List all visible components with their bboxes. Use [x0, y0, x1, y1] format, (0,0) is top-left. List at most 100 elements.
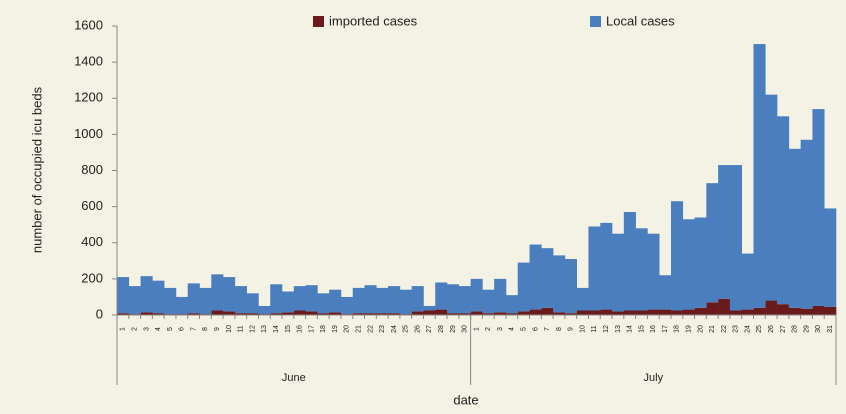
x-tick-label: 28 [438, 325, 445, 333]
bar-segment [694, 217, 707, 308]
x-tick-label: 17 [308, 325, 315, 333]
bar-segment [187, 313, 200, 315]
bar-segment [305, 285, 318, 312]
x-tick-label: 2 [485, 327, 492, 331]
bar-segment [706, 302, 719, 315]
x-tick-label: 22 [721, 325, 728, 333]
bar-segment [812, 109, 825, 306]
bar-segment [788, 148, 801, 308]
x-tick-label: 17 [662, 325, 669, 333]
bar-segment [753, 307, 766, 315]
bar-segment [753, 44, 766, 308]
y-tick-label: 1200 [74, 90, 103, 105]
x-tick-label: 16 [650, 325, 657, 333]
x-tick-label: 8 [556, 327, 563, 331]
x-tick-label: 10 [226, 325, 233, 333]
bar-segment [706, 183, 719, 303]
bar-segment [529, 244, 542, 310]
bar-segment [175, 296, 189, 315]
x-tick-label: 30 [815, 325, 822, 333]
x-tick-label: 28 [792, 325, 799, 333]
x-tick-label: 27 [426, 325, 433, 333]
x-tick-label: 19 [332, 325, 339, 333]
bar-segment [600, 309, 613, 315]
x-tick-label: 7 [190, 327, 197, 331]
x-tick-label: 30 [462, 325, 469, 333]
bar-segment [152, 313, 165, 315]
x-tick-label: 24 [744, 325, 751, 333]
bar-segment [187, 283, 200, 314]
bar-segment [623, 212, 636, 311]
bar-segment [682, 309, 695, 315]
bar-segment [223, 311, 236, 315]
bar-segment [564, 259, 577, 314]
bar-segment [246, 313, 259, 315]
x-tick-label: 27 [780, 325, 787, 333]
bar-segment [777, 116, 790, 305]
bar-segment [647, 309, 660, 315]
x-tick-label: 2 [132, 327, 139, 331]
y-tick-label: 600 [81, 198, 103, 213]
bar-segment [612, 311, 625, 315]
y-tick-label: 0 [96, 306, 103, 321]
x-tick-label: 18 [674, 325, 681, 333]
bar-segment [777, 304, 790, 315]
y-tick-label: 400 [81, 234, 103, 249]
y-tick-label: 1400 [74, 54, 103, 69]
bar-segment [635, 228, 648, 311]
x-tick-label: 19 [686, 325, 693, 333]
bar-segment [741, 309, 754, 315]
x-tick-label: 3 [143, 327, 150, 331]
bar-segment [812, 305, 825, 315]
bar-segment [718, 165, 731, 299]
bar-segment [282, 312, 295, 315]
bar-segment [352, 313, 365, 315]
bar-segment [494, 278, 507, 313]
bar-segment [482, 289, 495, 314]
legend-label: imported cases [329, 13, 418, 28]
bar-segment [765, 300, 778, 315]
bar-segment [718, 298, 731, 315]
x-tick-label: 3 [497, 327, 504, 331]
x-tick-label: 12 [603, 325, 610, 333]
x-tick-label: 21 [355, 325, 362, 333]
bar-segment [411, 286, 424, 312]
bar-segment [140, 312, 153, 315]
bar-segment [329, 289, 342, 313]
bar-segment [352, 287, 365, 314]
bar-segment [482, 313, 495, 315]
bar-segment [117, 313, 130, 315]
y-axis-label: number of occupied icu beds [29, 86, 44, 253]
x-tick-label: 20 [344, 325, 351, 333]
x-tick-label: 26 [768, 325, 775, 333]
x-tick-label: 25 [756, 325, 763, 333]
bar-segment [305, 311, 318, 315]
x-tick-label: 29 [450, 325, 457, 333]
bar-segment [364, 313, 377, 315]
x-tick-label: 29 [803, 325, 810, 333]
bar-segment [741, 253, 754, 310]
bar-segment [788, 307, 801, 315]
bar-segment [246, 293, 259, 314]
bar-segment [223, 277, 236, 312]
bar-segment [529, 309, 542, 315]
bar-segment [270, 313, 283, 315]
x-tick-label: 4 [155, 327, 162, 331]
x-tick-label: 6 [532, 327, 539, 331]
x-tick-label: 4 [509, 327, 516, 331]
y-tick-label: 1600 [74, 17, 103, 32]
x-tick-label: 22 [367, 325, 374, 333]
bar-segment [670, 201, 684, 311]
bar-segment [553, 255, 566, 313]
bar-segment [435, 309, 448, 315]
bar-segment [164, 287, 177, 315]
bar-segment [388, 286, 401, 314]
x-tick-label: 9 [214, 327, 221, 331]
bar-segment [553, 312, 566, 315]
bar-segment [211, 274, 224, 311]
bar-segment [824, 306, 837, 315]
bar-segment [635, 310, 648, 315]
bar-segment [729, 165, 743, 311]
bar-segment [541, 248, 554, 308]
